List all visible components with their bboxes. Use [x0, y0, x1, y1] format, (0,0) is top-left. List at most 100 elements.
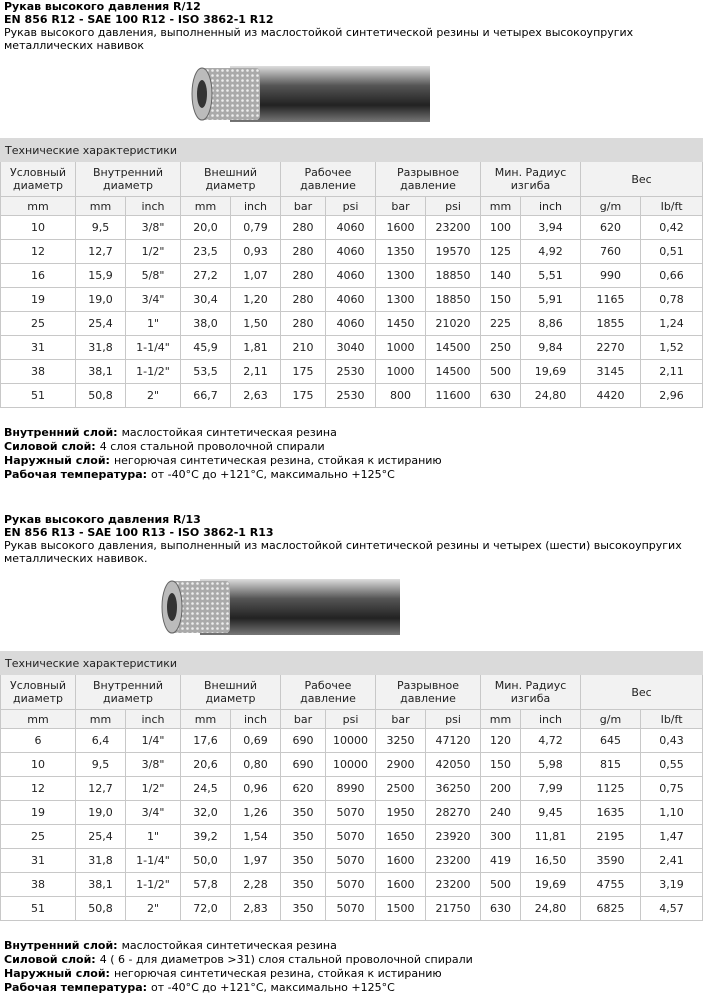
- table-cell: 1,20: [230, 287, 281, 312]
- table-cell: 3145: [580, 359, 641, 384]
- column-header: Внутренний диаметр: [75, 161, 181, 197]
- table-cell: 11,81: [520, 824, 581, 849]
- table-cell: 25: [0, 824, 76, 849]
- data-row: 51 50,8 2" 66,7 2,63 175 2530 800 11600 630 24,80 4…: [0, 383, 704, 408]
- table-cell: 4060: [325, 311, 376, 336]
- unit-cell: inch: [230, 196, 281, 216]
- spec-label: Рабочая температура:: [4, 468, 148, 481]
- column-header: Рабочее давление: [280, 674, 376, 710]
- table-cell: 0,78: [639, 287, 704, 312]
- table-cell: 3,19: [639, 872, 704, 897]
- description: Рукав высокого давления, выполненный из …: [4, 539, 682, 565]
- table-cell: 1000: [375, 335, 426, 360]
- table-cell: 38: [0, 872, 76, 897]
- table-cell: 6,4: [75, 728, 126, 753]
- column-header: Мин. Радиус изгиба: [480, 674, 581, 710]
- unit-cell: Ib/ft: [639, 196, 704, 216]
- table-cell: 5070: [325, 824, 376, 849]
- header-row: Условный диаметр Внутренний диаметр Внешни…: [0, 674, 704, 710]
- table-cell: 280: [280, 287, 326, 312]
- table-cell: 2530: [325, 383, 376, 408]
- unit-cell: bar: [375, 709, 426, 729]
- table-cell: 66,7: [180, 383, 231, 408]
- unit-cell: inch: [520, 196, 581, 216]
- data-row: 25 25,4 1" 39,2 1,54 350 5070 1650 23920 300 11,81…: [0, 824, 704, 849]
- table-cell: 1500: [375, 896, 426, 921]
- spec-line: Силовой слой: 4 слоя стальной проволочной…: [4, 440, 705, 454]
- table-cell: 630: [480, 383, 521, 408]
- data-row: 19 19,0 3/4" 32,0 1,26 350 5070 1950 28270 240 9,4…: [0, 800, 704, 825]
- table-cell: 4060: [325, 215, 376, 240]
- table-cell: 12: [0, 239, 76, 264]
- table-cell: 11600: [425, 383, 481, 408]
- spec-table: Технические характеристики Условный диаме…: [0, 138, 704, 408]
- table-cell: 38,0: [180, 311, 231, 336]
- table-cell: 42050: [425, 752, 481, 777]
- table-cell: 8990: [325, 776, 376, 801]
- spec-text: от -40°С до +121°С, максимально +125°С: [151, 981, 395, 994]
- table-cell: 1-1/2": [125, 872, 181, 897]
- table-cell: 1,47: [639, 824, 704, 849]
- table-cell: 45,9: [180, 335, 231, 360]
- data-row: 16 15,9 5/8" 27,2 1,07 280 4060 1300 18850 140 5,5…: [0, 263, 704, 288]
- table-cell: 4,57: [639, 896, 704, 921]
- table-cell: 2,41: [639, 848, 704, 873]
- unit-cell: g/m: [580, 709, 641, 729]
- hose-image: [191, 66, 430, 122]
- table-cell: 25,4: [75, 311, 126, 336]
- table-cell: 20,0: [180, 215, 231, 240]
- description: Рукав высокого давления, выполненный из …: [4, 26, 634, 52]
- table-cell: 0,75: [639, 776, 704, 801]
- spec-label: Наружный слой:: [4, 967, 110, 980]
- table-cell: 0,80: [230, 752, 281, 777]
- caption-row: Технические характеристики: [0, 651, 704, 675]
- unit-cell: bar: [375, 196, 426, 216]
- spec-label: Силовой слой:: [4, 440, 96, 453]
- hose-body: [230, 66, 430, 122]
- table-cell: 3/4": [125, 800, 181, 825]
- table-cell: 25,4: [75, 824, 126, 849]
- table-cell: 210: [280, 335, 326, 360]
- table-cell: 24,80: [520, 383, 581, 408]
- data-row: 19 19,0 3/4" 30,4 1,20 280 4060 1300 18850 150 5,9…: [0, 287, 704, 312]
- table-cell: 4,92: [520, 239, 581, 264]
- table-cell: 350: [280, 896, 326, 921]
- unit-cell: mm: [180, 709, 231, 729]
- unit-cell: Ib/ft: [639, 709, 704, 729]
- table-cell: 5070: [325, 896, 376, 921]
- table-cell: 32,0: [180, 800, 231, 825]
- spec-label: Наружный слой:: [4, 454, 110, 467]
- table-cell: 240: [480, 800, 521, 825]
- table-cell: 1,07: [230, 263, 281, 288]
- table-cell: 6: [0, 728, 76, 753]
- table-cell: 2900: [375, 752, 426, 777]
- table-cell: 9,5: [75, 215, 126, 240]
- spec-text: негорючая синтетическая резина, стойкая …: [113, 454, 442, 467]
- table-cell: 1000: [375, 359, 426, 384]
- spec-line: Рабочая температура: от -40°С до +121°С, …: [4, 981, 705, 995]
- table-cell: 500: [480, 359, 521, 384]
- table-cell: 38: [0, 359, 76, 384]
- table-cell: 1600: [375, 848, 426, 873]
- table-cell: 1165: [580, 287, 641, 312]
- table-cell: 27,2: [180, 263, 231, 288]
- spec-line: Внутренний слой: маслостойкая синтетическ…: [4, 939, 705, 953]
- table-cell: 3,94: [520, 215, 581, 240]
- table-cell: 2,63: [230, 383, 281, 408]
- table-cell: 23200: [425, 848, 481, 873]
- column-header: Условный диаметр: [0, 674, 76, 710]
- data-row: 10 9,5 3/8" 20,6 0,80 690 10000 2900 42050 150 5,9…: [0, 752, 704, 777]
- column-header: Мин. Радиус изгиба: [480, 161, 581, 197]
- table-cell: 5070: [325, 872, 376, 897]
- spec-table: Технические характеристики Условный диаме…: [0, 651, 704, 921]
- table-cell: 12,7: [75, 239, 126, 264]
- table-cell: 1,24: [639, 311, 704, 336]
- table-cell: 5,51: [520, 263, 581, 288]
- column-header: Вес: [579, 674, 704, 710]
- unit-cell: psi: [425, 196, 481, 216]
- units-row: mm mm inch mm inch bar psi bar psi mm inch g/m Ib/ft: [0, 709, 704, 729]
- table-cell: 24,5: [180, 776, 231, 801]
- data-row: 31 31,8 1-1/4" 50,0 1,97 350 5070 1600 23200 419 1…: [0, 848, 704, 873]
- table-cell: 0,93: [230, 239, 281, 264]
- unit-cell: inch: [125, 709, 181, 729]
